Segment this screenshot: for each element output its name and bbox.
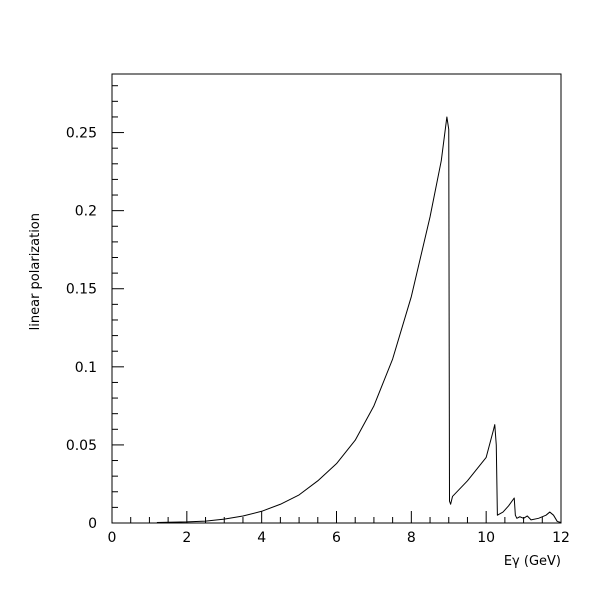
- series-layer: [156, 116, 562, 524]
- x-tick-label: 12: [552, 530, 570, 546]
- x-tick-labels: 0 2 4 6 8 10 12: [108, 530, 570, 546]
- x-tick-label: 0: [108, 530, 117, 546]
- y-tick-labels: 0 0.05 0.1 0.15 0.2 0.25: [66, 126, 97, 532]
- x-tick-label: 6: [332, 530, 341, 546]
- y-tick-label: 0.15: [66, 282, 97, 298]
- y-tick-label: 0.05: [66, 438, 97, 454]
- y-tick-label: 0.2: [75, 204, 97, 220]
- x-tick-label: 2: [182, 530, 191, 546]
- y-tick-label: 0.1: [75, 360, 97, 376]
- y-tick-label: 0: [88, 516, 97, 532]
- x-axis-title: Eγ (GeV): [504, 554, 561, 569]
- x-tick-label: 4: [257, 530, 266, 546]
- x-tick-label: 10: [477, 530, 495, 546]
- x-tick-label: 8: [407, 530, 416, 546]
- plot-frame: [111, 73, 562, 524]
- y-tick-label: 0.25: [66, 126, 97, 142]
- series-line: [156, 116, 562, 524]
- minor-ticks: [112, 85, 543, 523]
- y-axis-title: linear polarization: [28, 213, 43, 330]
